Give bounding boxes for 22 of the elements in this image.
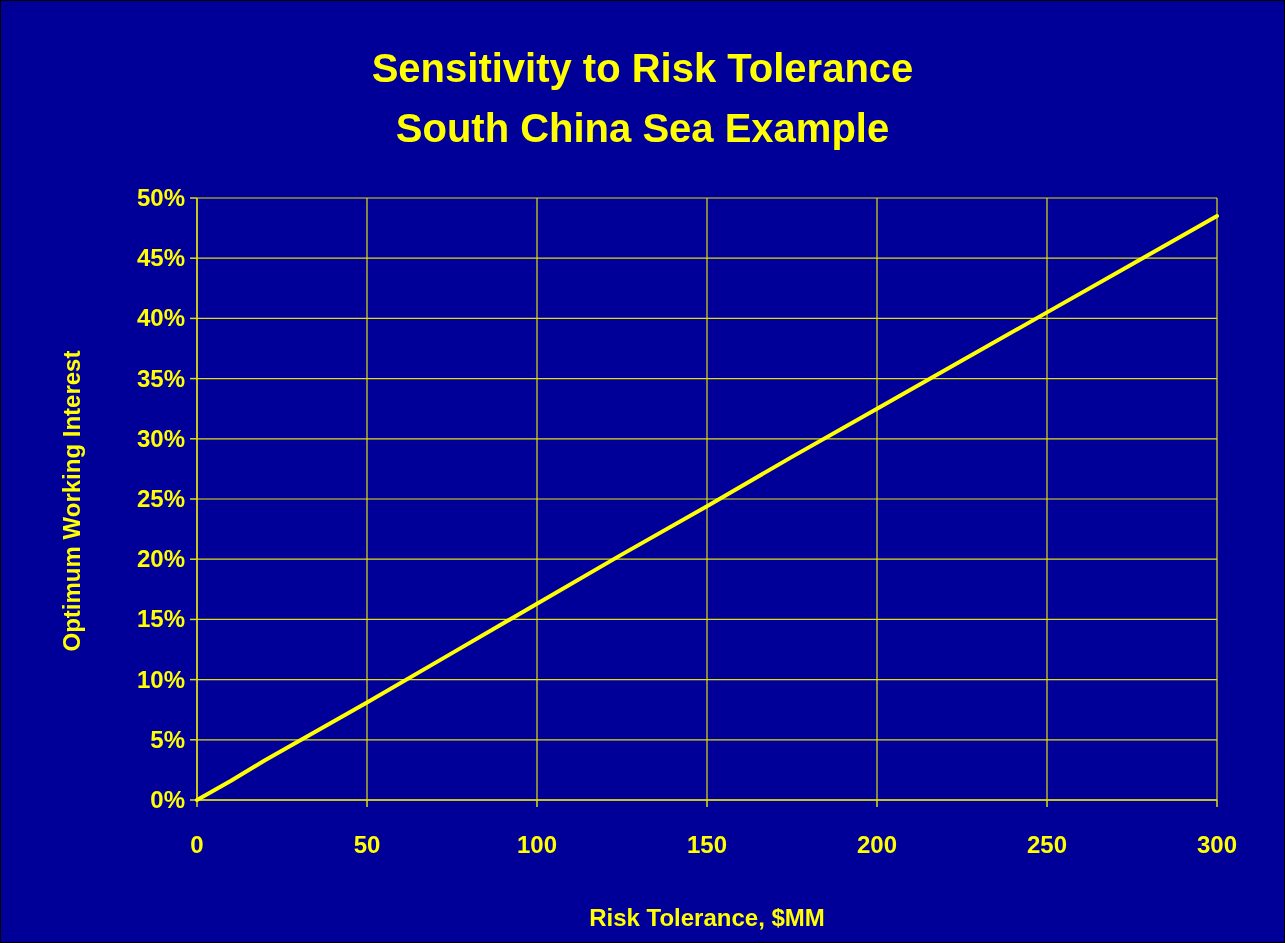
x-tick-label: 300 (1196, 831, 1238, 858)
y-tick-label: 5% (150, 725, 185, 753)
y-tick-label: 20% (136, 545, 185, 573)
y-axis-title: Optimum Working Interest (58, 350, 85, 652)
y-tick-label: 15% (136, 605, 185, 633)
x-tick-label: 0 (190, 831, 204, 858)
x-tick-label: 50 (353, 831, 381, 858)
y-tick-label: 0% (150, 786, 185, 813)
y-tick-label: 10% (136, 665, 185, 693)
x-axis-title: Risk Tolerance, $MM (589, 904, 825, 931)
y-tick-label: 25% (136, 485, 185, 512)
chart-subtitle: South China Sea Example (395, 106, 890, 150)
y-tick-label: 30% (136, 424, 185, 452)
y-tick-label: 50% (136, 184, 185, 211)
x-tick-label: 200 (856, 831, 898, 858)
chart-title: Sensitivity to Risk Tolerance (371, 46, 914, 90)
x-tick-label: 150 (686, 831, 728, 858)
x-tick-label: 250 (1026, 831, 1068, 858)
y-tick-label: 35% (136, 364, 185, 392)
y-tick-label: 45% (136, 244, 185, 272)
y-tick-label: 40% (136, 304, 185, 332)
x-tick-label: 100 (516, 831, 558, 858)
